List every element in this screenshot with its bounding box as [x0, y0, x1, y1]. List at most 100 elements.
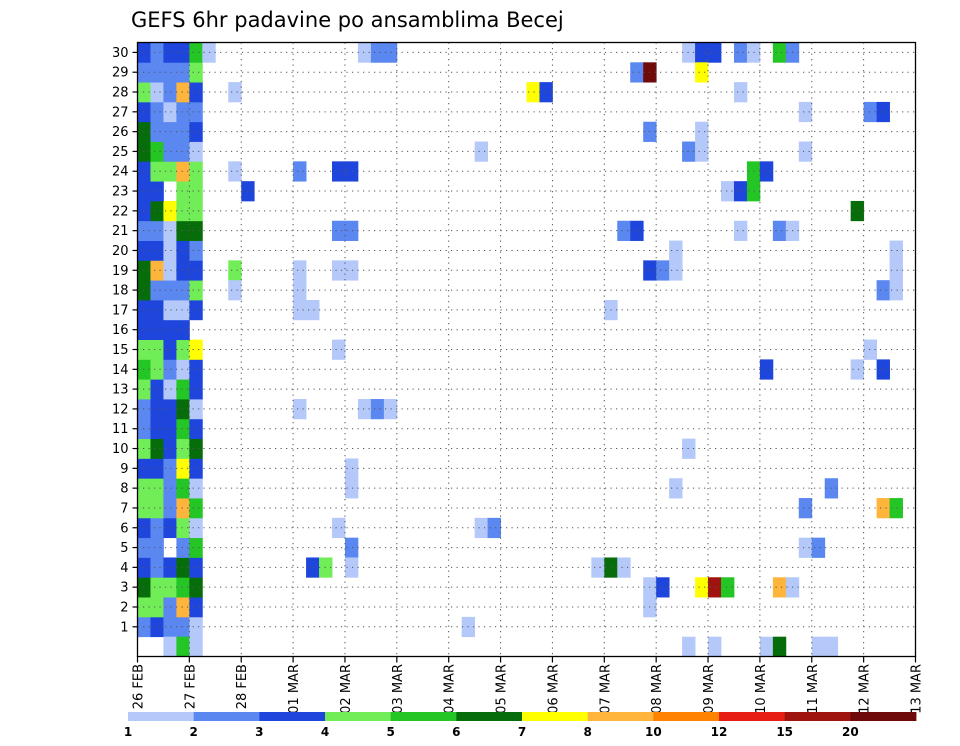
heatmap-cell-128 — [150, 101, 164, 123]
y-tick-label-11: 11 — [112, 422, 129, 437]
heatmap-cell-193 — [630, 220, 644, 241]
heatmap-cell-246 — [863, 101, 877, 123]
colorbar: 1 2 3 4 5 6 7 8 10 12 15 20 — [124, 712, 917, 739]
heatmap-cell-89 — [150, 260, 164, 281]
heatmap-cell-251 — [876, 498, 890, 519]
heatmap-cell-213 — [695, 577, 709, 598]
colorbar-swatch-20 — [850, 712, 917, 721]
heatmap-cell-133 — [150, 82, 164, 103]
heatmap-cell-239 — [798, 537, 813, 558]
heatmap-cell-151 — [228, 82, 242, 103]
heatmap-cell-12 — [163, 577, 177, 598]
colorbar-label-8: 8 — [583, 725, 591, 739]
heatmap-cell-17 — [163, 557, 177, 578]
heatmap-cell-111 — [189, 181, 203, 202]
heatmap-cell-57 — [176, 399, 190, 420]
y-tick-label-23: 23 — [112, 185, 129, 200]
y-tick-label-17: 17 — [112, 303, 129, 318]
heatmap-cell-154 — [228, 280, 242, 301]
heatmap-cell-231 — [772, 577, 787, 598]
heatmap-cell-131 — [189, 101, 203, 123]
heatmap-cell-80 — [163, 299, 177, 321]
x-tick-label-9: 07 MAR — [598, 664, 613, 714]
heatmap-cell-71 — [163, 339, 177, 360]
heatmap-cell-55 — [150, 399, 164, 420]
heatmap-cell-124 — [163, 121, 177, 142]
heatmap-cell-148 — [163, 636, 177, 657]
heatmap-cell-138 — [150, 62, 164, 83]
heatmap-cell-164 — [332, 161, 346, 182]
y-tick-label-28: 28 — [112, 86, 129, 101]
colorbar-label-5: 5 — [386, 725, 394, 739]
heatmap-cell-249 — [876, 280, 890, 301]
heatmap-cell-219 — [733, 42, 748, 63]
heatmap-cell-28 — [189, 517, 203, 539]
heatmap-cell-42 — [176, 458, 190, 479]
heatmap-cell-188 — [591, 557, 605, 578]
heatmap-cell-45 — [150, 438, 164, 459]
heatmap-cell-204 — [669, 478, 683, 499]
heatmap-cell-172 — [344, 458, 359, 479]
heatmap-cell-214 — [708, 42, 722, 63]
x-tick-label-4: 02 MAR — [339, 664, 354, 714]
heatmap-cell-158 — [293, 280, 307, 301]
y-tick-label-12: 12 — [112, 402, 129, 417]
heatmap-cell-53 — [189, 418, 203, 440]
y-tick-label-9: 9 — [120, 462, 128, 477]
heatmap-cell-77 — [176, 319, 190, 340]
heatmap-cell-165 — [332, 220, 346, 241]
y-tick-label-21: 21 — [112, 224, 129, 239]
heatmap-cell-7 — [163, 597, 177, 618]
x-tick-label-6: 04 MAR — [443, 664, 458, 714]
heatmap-cell-156 — [293, 161, 307, 182]
x-tick-label-1: 27 FEB — [183, 664, 198, 709]
heatmap-cell-75 — [150, 319, 164, 340]
heatmap-cell-97 — [189, 240, 203, 261]
heatmap-cell-238 — [798, 498, 813, 519]
y-tick-label-30: 30 — [112, 46, 129, 61]
heatmap-cell-139 — [163, 62, 177, 83]
y-tick-label-10: 10 — [112, 442, 129, 457]
heatmap-cell-115 — [176, 161, 190, 182]
heatmap-cell-247 — [863, 339, 877, 360]
colorbar-label-1: 1 — [124, 725, 132, 739]
heatmap-cell-94 — [150, 240, 164, 261]
y-tick-label-4: 4 — [120, 561, 128, 576]
heatmap-cell-241 — [811, 636, 826, 657]
colorbar-swatch-5 — [390, 712, 457, 721]
heatmap-cell-226 — [759, 161, 774, 182]
heatmap-cell-237 — [798, 141, 813, 162]
heatmap-cell-218 — [721, 577, 735, 598]
heatmap-cell-33 — [189, 498, 203, 519]
heatmap-cell-171 — [344, 260, 359, 281]
heatmap-cell-86 — [176, 280, 190, 301]
x-tick-label-12: 10 MAR — [754, 664, 769, 714]
heatmap-cell-41 — [163, 458, 177, 479]
heatmap-cell-149 — [176, 636, 190, 657]
heatmap-cell-184 — [474, 517, 488, 539]
heatmap-cell-227 — [759, 359, 774, 380]
colorbar-label-15: 15 — [776, 725, 793, 739]
colorbar-label-2: 2 — [189, 725, 197, 739]
heatmap-cell-56 — [163, 399, 177, 420]
heatmap-cell-253 — [889, 260, 903, 281]
heatmap-cell-244 — [850, 200, 865, 222]
heatmap-cell-67 — [176, 359, 190, 380]
x-tick-label-2: 28 FEB — [235, 664, 250, 709]
heatmap-cell-51 — [163, 418, 177, 440]
y-tick-label-8: 8 — [120, 482, 128, 497]
colorbar-swatch-2 — [193, 712, 260, 721]
heatmap-cell-13 — [176, 577, 190, 598]
heatmap-cell-63 — [189, 379, 203, 400]
y-tick-label-29: 29 — [112, 66, 129, 81]
heatmap-cell-146 — [189, 42, 203, 63]
heatmap-cell-229 — [772, 42, 787, 63]
heatmap-cell-6 — [150, 597, 164, 618]
heatmap-cell-43 — [189, 458, 203, 479]
y-tick-label-25: 25 — [112, 145, 129, 160]
heatmap-cell-101 — [176, 220, 190, 241]
heatmap-cell-100 — [163, 220, 177, 241]
heatmap-cell-26 — [163, 517, 177, 539]
colorbar-swatch-8 — [587, 712, 654, 721]
